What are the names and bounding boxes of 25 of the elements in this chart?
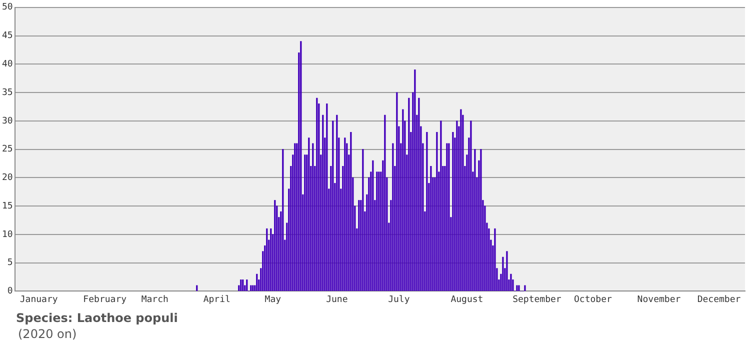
x-tick-label: April <box>203 294 230 305</box>
x-tick-label: November <box>637 294 682 305</box>
x-tick-label: February <box>83 294 128 305</box>
x-tick-label: June <box>326 294 348 305</box>
y-tick-label: 10 <box>2 230 13 240</box>
y-tick-label: 15 <box>2 201 13 212</box>
y-tick-label: 45 <box>2 31 13 42</box>
x-tick-label: September <box>512 294 562 305</box>
text: (2020 on) <box>18 327 77 341</box>
y-tick-label: 20 <box>2 173 13 184</box>
x-tick-label: August <box>450 294 484 305</box>
y-tick-label: 5 <box>7 258 13 268</box>
y-tick-label: 0 <box>7 286 13 297</box>
x-tick-label: December <box>697 294 742 305</box>
text: Species: Laothoe populi <box>16 311 178 325</box>
y-tick-label: 35 <box>2 88 13 98</box>
y-tick-label: 40 <box>2 60 13 70</box>
x-tick-label: January <box>20 294 58 305</box>
x-tick-label: October <box>574 294 613 305</box>
y-tick-label: 30 <box>2 116 13 126</box>
x-tick-label: March <box>141 294 168 305</box>
x-tick-label: July <box>388 294 410 305</box>
y-tick-label: 50 <box>2 2 13 13</box>
y-tick-label: 25 <box>2 144 13 155</box>
x-tick-label: May <box>264 294 282 305</box>
